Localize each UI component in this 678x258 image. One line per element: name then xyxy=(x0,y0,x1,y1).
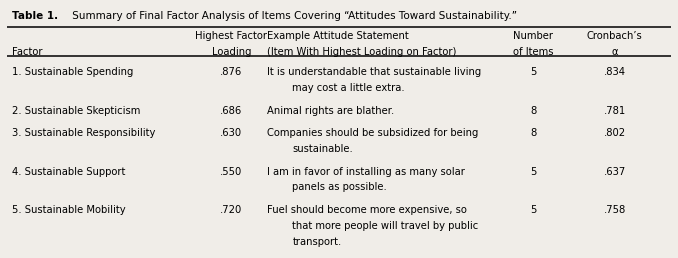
Text: 8: 8 xyxy=(530,128,536,138)
Text: transport.: transport. xyxy=(292,237,342,246)
Text: Factor: Factor xyxy=(12,47,43,57)
Text: 2. Sustainable Skepticism: 2. Sustainable Skepticism xyxy=(12,106,140,116)
Text: 4. Sustainable Support: 4. Sustainable Support xyxy=(12,167,125,177)
Text: may cost a little extra.: may cost a little extra. xyxy=(292,83,405,93)
Text: .834: .834 xyxy=(603,67,626,77)
Text: Animal rights are blather.: Animal rights are blather. xyxy=(267,106,395,116)
Text: 5: 5 xyxy=(530,205,536,215)
Text: .876: .876 xyxy=(220,67,243,77)
Text: Cronbach’s: Cronbach’s xyxy=(587,31,643,41)
Text: 8: 8 xyxy=(530,106,536,116)
Text: panels as possible.: panels as possible. xyxy=(292,182,387,192)
Text: .686: .686 xyxy=(220,106,243,116)
Text: 5: 5 xyxy=(530,167,536,177)
Text: Highest Factor: Highest Factor xyxy=(195,31,267,41)
Text: .802: .802 xyxy=(603,128,626,138)
Text: Companies should be subsidized for being: Companies should be subsidized for being xyxy=(267,128,479,138)
Text: Summary of Final Factor Analysis of Items Covering “Attitudes Toward Sustainabil: Summary of Final Factor Analysis of Item… xyxy=(69,11,517,21)
Text: Loading: Loading xyxy=(212,47,251,57)
Text: Table 1.: Table 1. xyxy=(12,11,58,21)
Text: .637: .637 xyxy=(603,167,626,177)
Text: I am in favor of installing as many solar: I am in favor of installing as many sola… xyxy=(267,167,465,177)
Text: Fuel should become more expensive, so: Fuel should become more expensive, so xyxy=(267,205,467,215)
Text: sustainable.: sustainable. xyxy=(292,144,353,154)
Text: 5: 5 xyxy=(530,67,536,77)
Text: α: α xyxy=(612,47,618,57)
Text: .720: .720 xyxy=(220,205,243,215)
Text: of Items: of Items xyxy=(513,47,553,57)
Text: It is understandable that sustainable living: It is understandable that sustainable li… xyxy=(267,67,481,77)
Text: (Item With Highest Loading on Factor): (Item With Highest Loading on Factor) xyxy=(267,47,456,57)
Text: .781: .781 xyxy=(603,106,626,116)
Text: 3. Sustainable Responsibility: 3. Sustainable Responsibility xyxy=(12,128,155,138)
Text: .758: .758 xyxy=(603,205,626,215)
Text: 1. Sustainable Spending: 1. Sustainable Spending xyxy=(12,67,134,77)
Text: Number: Number xyxy=(513,31,553,41)
Text: Example Attitude Statement: Example Attitude Statement xyxy=(267,31,409,41)
Text: .550: .550 xyxy=(220,167,243,177)
Text: .630: .630 xyxy=(220,128,243,138)
Text: 5. Sustainable Mobility: 5. Sustainable Mobility xyxy=(12,205,125,215)
Text: that more people will travel by public: that more people will travel by public xyxy=(292,221,479,231)
